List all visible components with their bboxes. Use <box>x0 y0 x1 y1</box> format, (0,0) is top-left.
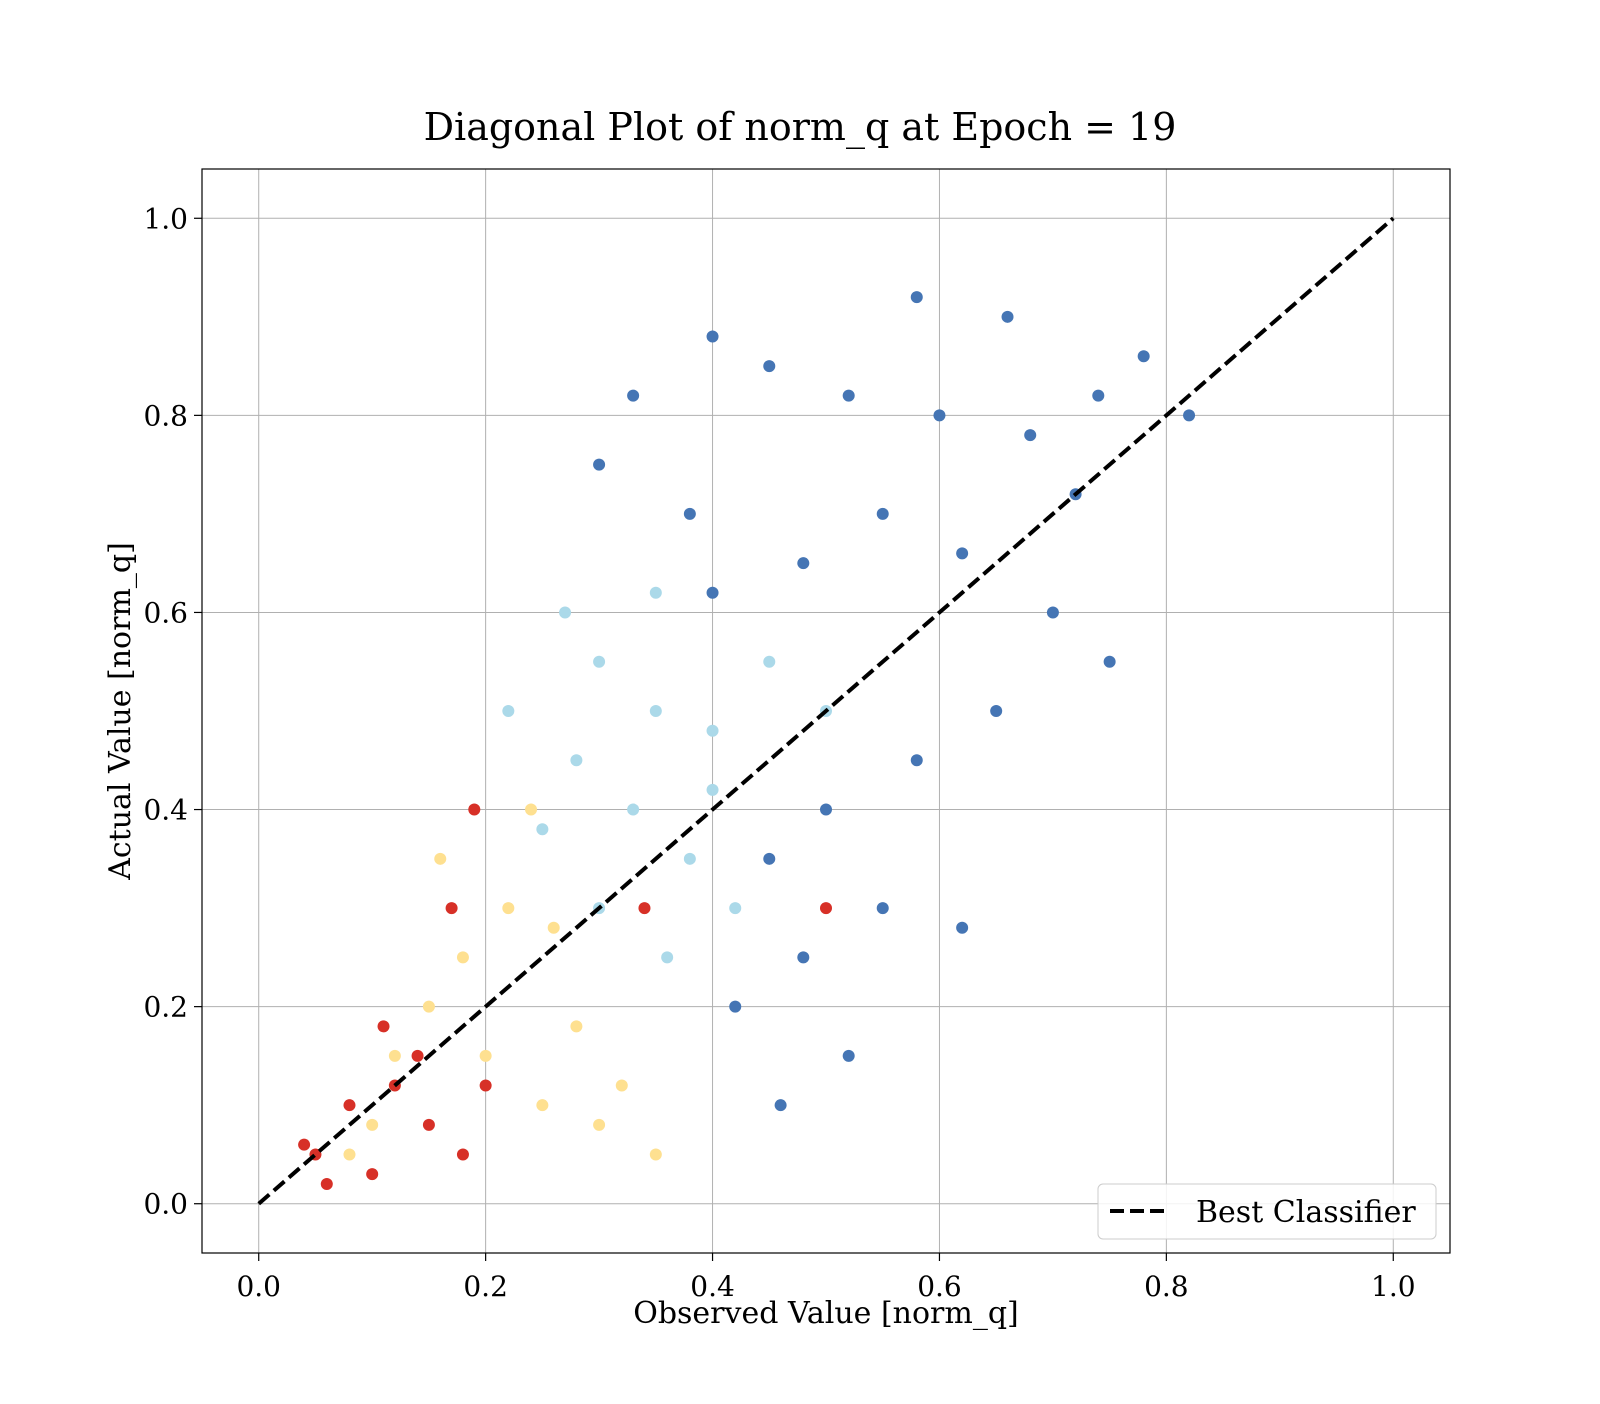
y-tick-label: 0.2 <box>143 991 188 1024</box>
scatter-point <box>774 1099 787 1112</box>
y-tick-label: 0.6 <box>143 596 188 629</box>
legend-box <box>1097 1183 1437 1240</box>
scatter-point <box>1183 409 1196 422</box>
y-tick-label: 0.8 <box>143 399 188 432</box>
scatter-point <box>820 803 832 816</box>
scatter-point <box>956 921 969 934</box>
scatter-point <box>343 1099 356 1112</box>
scatter-point <box>649 705 662 717</box>
scatter-point <box>525 803 538 816</box>
scatter-point <box>411 1049 424 1062</box>
scatter-point <box>456 1148 469 1161</box>
scatter-point <box>910 291 923 304</box>
scatter-point <box>422 1000 435 1013</box>
scatter-point <box>706 586 719 599</box>
scatter-point <box>593 655 606 668</box>
x-tick-label: 1.0 <box>1371 1270 1416 1303</box>
scatter-point <box>990 705 1003 717</box>
legend: Best Classifier <box>1097 1183 1437 1240</box>
scatter-point <box>683 507 696 520</box>
scatter-point <box>366 1118 379 1131</box>
scatter-point <box>956 547 969 560</box>
y-axis-ticks: 0.0 0.2 0.4 0.6 0.8 1.0 <box>143 202 202 1221</box>
best-classifier-line <box>257 216 1395 1206</box>
plot-frame <box>201 168 1451 1254</box>
x-tick-label: 0.2 <box>463 1270 508 1303</box>
y-tick-label: 0.0 <box>143 1188 188 1221</box>
reference-line-layer <box>257 216 1395 1206</box>
scatter-point <box>649 1148 662 1161</box>
scatter-point <box>661 951 674 964</box>
scatter-point <box>468 803 481 816</box>
scatter-point <box>706 724 719 737</box>
scatter-point <box>820 902 832 915</box>
x-tick-label: 0.4 <box>690 1270 735 1303</box>
x-tick-label: 0.0 <box>236 1270 281 1303</box>
scatter-point <box>763 360 776 373</box>
scatter-point <box>842 389 855 402</box>
scatter-point <box>627 803 640 816</box>
scatter-point <box>638 902 651 915</box>
scatter-point <box>456 951 469 964</box>
scatter-point <box>1024 429 1037 442</box>
legend-label: Best Classifier <box>1196 1195 1416 1230</box>
scatter-point <box>536 823 549 836</box>
y-tick-label: 0.4 <box>143 794 188 827</box>
scatter-point <box>502 902 515 915</box>
scatter-point <box>729 1000 742 1013</box>
scatter-point <box>706 783 719 796</box>
scatter-point <box>593 458 606 471</box>
x-tick-label: 0.6 <box>917 1270 962 1303</box>
scatter-point <box>706 330 719 343</box>
scatter-point <box>1092 389 1105 402</box>
chart-title: Diagonal Plot of norm_q at Epoch = 19 <box>424 105 1177 150</box>
scatter-point <box>876 507 889 520</box>
scatter-point <box>536 1099 549 1112</box>
scatter-point <box>763 655 776 668</box>
scatter-point <box>876 902 889 915</box>
scatter-point <box>479 1079 492 1092</box>
scatter-point <box>320 1178 333 1191</box>
x-axis-ticks: 0.0 0.2 0.4 0.6 0.8 1.0 <box>236 1253 1416 1303</box>
scatter-point <box>1103 655 1116 668</box>
scatter-point <box>763 852 776 865</box>
scatter-point <box>933 409 946 422</box>
scatter-point <box>559 606 572 619</box>
scatter-point <box>479 1049 492 1062</box>
scatter-point <box>649 586 662 599</box>
scatter-point <box>1137 350 1150 363</box>
scatter-point <box>797 951 810 964</box>
scatter-point <box>343 1148 356 1161</box>
scatter-point <box>366 1168 379 1181</box>
scatter-point <box>434 852 447 865</box>
scatter-point <box>615 1079 628 1092</box>
scatter-point <box>570 754 583 767</box>
scatter-point <box>502 705 515 717</box>
scatter-point <box>729 902 742 915</box>
scatter-point <box>422 1118 435 1131</box>
scatter-point <box>627 389 640 402</box>
scatter-point <box>377 1020 390 1033</box>
scatter-point <box>797 557 810 570</box>
x-tick-label: 0.8 <box>1144 1270 1189 1303</box>
y-axis-label: Actual Value [norm_q] <box>103 542 138 881</box>
x-axis-label: Observed Value [norm_q] <box>633 1296 1019 1331</box>
scatter-point <box>547 921 560 934</box>
scatter-point <box>842 1049 855 1062</box>
y-tick-label: 1.0 <box>143 202 188 235</box>
scatter-point <box>910 754 923 767</box>
scatter-point <box>1001 310 1014 323</box>
scatter-point <box>298 1138 311 1151</box>
scatter-point <box>445 902 458 915</box>
scatter-point <box>1046 606 1059 619</box>
scatter-point <box>570 1020 583 1033</box>
scatter-point <box>593 1118 606 1131</box>
scatter-point <box>683 852 696 865</box>
scatter-point <box>388 1049 401 1062</box>
